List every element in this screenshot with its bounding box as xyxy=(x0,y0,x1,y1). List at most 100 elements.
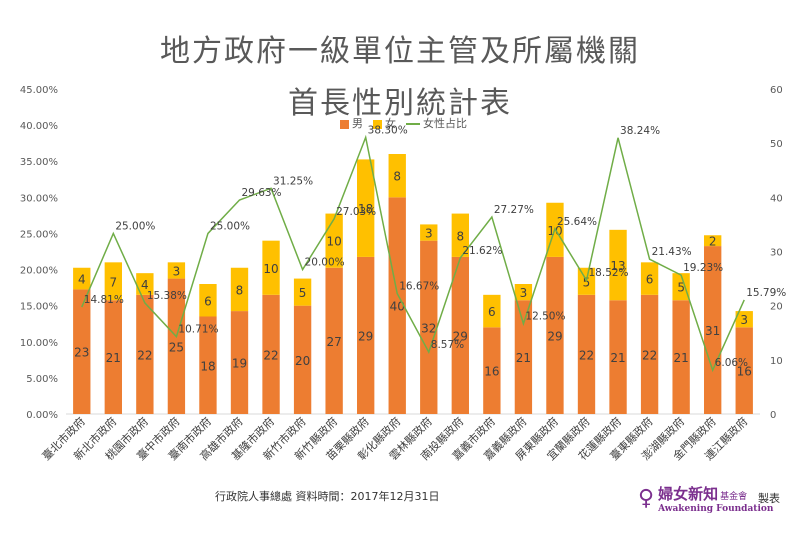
bar-male xyxy=(136,294,154,414)
bar-male xyxy=(73,289,91,414)
bar-female-label: 3 xyxy=(173,264,181,278)
bar-male-label: 21 xyxy=(516,351,531,365)
bar-female xyxy=(293,278,312,306)
bar-female xyxy=(451,213,469,257)
ratio-point-label: 8.57% xyxy=(431,339,464,351)
ratio-point-label: 10.71% xyxy=(178,324,218,336)
y-left-tick-label: 20.00% xyxy=(20,266,58,277)
legend-ratio: 女性占比 xyxy=(406,115,467,131)
bar-male xyxy=(325,267,343,414)
bar-male xyxy=(199,316,217,414)
bar-male xyxy=(640,294,659,414)
legend-male-label: 男 xyxy=(352,117,363,130)
ratio-point-label: 21.62% xyxy=(462,245,502,257)
female-symbol-icon: ♀ xyxy=(638,486,655,511)
source-note: 行政院人事總處 資料時間：2017年12月31日 xyxy=(215,490,440,503)
bar-male xyxy=(577,294,596,414)
bar-female-label: 13 xyxy=(610,259,625,273)
y-right-tick-label: 40 xyxy=(770,193,783,204)
bar-female xyxy=(483,294,501,328)
bar-male-label: 23 xyxy=(74,346,89,360)
ratio-point-label: 29.63% xyxy=(242,187,282,199)
bar-female xyxy=(735,311,753,328)
y-left-tick-label: 40.00% xyxy=(20,121,58,132)
ratio-line xyxy=(81,134,745,373)
ratio-point-label: 38.30% xyxy=(368,124,408,136)
bar-female-label: 2 xyxy=(709,235,717,249)
y-left-tick-label: 25.00% xyxy=(20,229,58,240)
ratio-point-label: 14.81% xyxy=(84,294,124,306)
bar-female xyxy=(388,154,406,198)
bar-male-label: 21 xyxy=(610,351,625,365)
y-right-tick-label: 10 xyxy=(770,356,783,367)
y-right-tick-label: 50 xyxy=(770,139,783,150)
ratio-point-label: 6.06% xyxy=(715,357,748,369)
bar-female-label: 18 xyxy=(358,202,373,216)
chart-title-line1: 地方政府一級單位主管及所屬機關 xyxy=(160,34,640,69)
ratio-point-label: 27.27% xyxy=(494,204,534,216)
bar-male xyxy=(104,300,122,414)
ratio-point-label: 27.03% xyxy=(336,206,376,218)
ratio-point-label: 15.79% xyxy=(746,287,786,299)
y-left-tick-label: 35.00% xyxy=(20,157,58,168)
bar-female xyxy=(199,284,217,317)
ratio-point-label: 19.23% xyxy=(683,262,723,274)
bar-male xyxy=(388,197,406,414)
awakening-foundation-logo: ♀ 婦女新知 基金會 Awakening Foundation xyxy=(638,483,773,514)
ratio-point-label: 25.00% xyxy=(210,220,250,232)
bar-male-label: 22 xyxy=(579,348,594,362)
bar-male xyxy=(609,300,627,414)
chart-legend: 男 女 女性占比 xyxy=(340,115,467,131)
bar-male-label: 22 xyxy=(137,348,152,362)
y-right-tick-label: 0 xyxy=(770,410,776,421)
bar-male xyxy=(420,240,438,414)
bar-male xyxy=(514,300,533,414)
bar-male xyxy=(167,278,186,414)
bar-male xyxy=(704,246,722,414)
bar-female-label: 5 xyxy=(583,275,591,289)
made-by-label: 製表 xyxy=(758,492,780,505)
bar-female-label: 6 xyxy=(204,294,212,308)
bar-male xyxy=(483,327,501,414)
bar-male-label: 22 xyxy=(263,348,278,362)
y-left-tick-label: 15.00% xyxy=(20,302,58,313)
ratio-point-label: 12.50% xyxy=(525,311,565,323)
bar-male-label: 32 xyxy=(421,321,436,335)
ratio-point-label: 20.00% xyxy=(305,257,345,269)
y-left-tick-label: 5.00% xyxy=(26,374,58,385)
bar-female-label: 8 xyxy=(456,229,464,243)
ratio-point-label: 38.24% xyxy=(620,125,660,137)
ratio-point-label: 18.52% xyxy=(589,267,629,279)
bar-male-label: 40 xyxy=(390,300,405,314)
bar-male-label: 31 xyxy=(705,324,720,338)
bar-female-label: 8 xyxy=(393,170,401,184)
legend-male: 男 xyxy=(340,115,363,131)
logo-name: 婦女新知 xyxy=(658,485,719,503)
chart-title-line2: 首長性別統計表 xyxy=(288,86,512,121)
y-right-tick-label: 30 xyxy=(770,248,783,259)
bar-female xyxy=(167,262,186,279)
ratio-point-label: 16.67% xyxy=(399,281,439,293)
ratio-point-label: 15.38% xyxy=(147,290,187,302)
bar-female xyxy=(230,267,249,312)
bar-female xyxy=(73,267,91,290)
bar-female-label: 8 xyxy=(236,283,244,297)
bar-female-label: 5 xyxy=(299,286,307,300)
bar-female-label: 10 xyxy=(263,262,278,276)
bar-female-label: 4 xyxy=(78,273,86,287)
bar-male-label: 29 xyxy=(547,329,562,343)
bar-male xyxy=(735,327,753,414)
bar-male-label: 21 xyxy=(673,351,688,365)
ratio-point-label: 25.00% xyxy=(115,220,155,232)
bar-female-label: 10 xyxy=(326,235,341,249)
bar-female xyxy=(514,284,533,301)
bar-female-label: 6 xyxy=(646,273,654,287)
bar-female xyxy=(262,240,280,295)
bar-female xyxy=(420,224,438,241)
ratio-point-label: 25.64% xyxy=(557,216,597,228)
bar-male-label: 25 xyxy=(169,340,184,354)
y-left-tick-label: 30.00% xyxy=(20,193,58,204)
bar-female-label: 6 xyxy=(488,305,496,319)
y-right-tick-label: 60 xyxy=(770,85,783,96)
